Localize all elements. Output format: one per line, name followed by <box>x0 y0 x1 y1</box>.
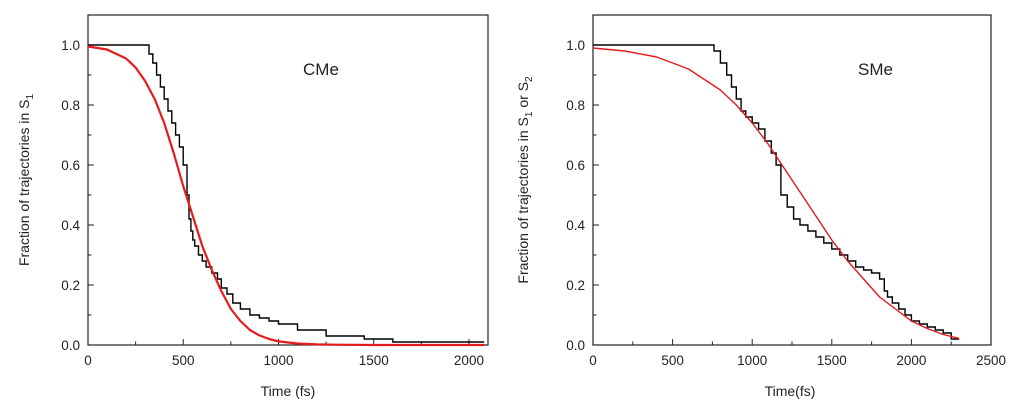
x-axis-label-cme: Time (fs) <box>261 383 316 399</box>
chart-cme: 0 500 1000 1500 2000 0.00.20.40.60.81.0 CMe … <box>16 14 489 399</box>
y-tick-label-cme: 0.4 <box>61 218 80 233</box>
panel-annotation-sme: SMe <box>858 60 893 79</box>
fit-curve-cme <box>87 45 485 347</box>
y-axis-label-sme-sub1: 1 <box>524 111 535 117</box>
y-axis-label-cme-main: Fraction of trajectories in S <box>16 100 32 267</box>
y-tick-label-cme: 0.8 <box>61 98 80 113</box>
x-tick-label-sme: 1500 <box>817 353 847 368</box>
y-tick-label-sme: 0.0 <box>566 338 585 353</box>
x-tick-label-sme: 500 <box>661 353 684 368</box>
x-tick-label-cme: 0 <box>84 353 92 368</box>
y-axis-label-cme: Fraction of trajectories in S1 <box>16 94 36 267</box>
y-axis-sme: 0.0 0.2 0.4 0.6 0.8 1.0 <box>566 38 599 353</box>
x-axis-cme: 0 500 1000 1500 2000 <box>84 339 484 368</box>
y-axis-label-sme-mid: or S <box>515 82 531 112</box>
y-tick-label-cme: 1.0 <box>61 38 80 53</box>
y-tick-label-sme: 0.8 <box>566 98 585 113</box>
y-axis-label-sme-sub2: 2 <box>524 76 535 82</box>
x-tick-label-cme: 2000 <box>454 353 484 368</box>
x-tick-label-sme: 2500 <box>976 353 1006 368</box>
y-tick-label-sme: 0.2 <box>566 278 585 293</box>
x-axis-sme: 0 500 1000 1500 2000 2500 <box>589 339 1006 368</box>
step-curve-sme <box>593 44 960 340</box>
x-tick-label-cme: 1500 <box>359 353 389 368</box>
y-axis-cme: 0.0 0.2 0.4 0.6 0.8 1.0 <box>61 38 94 353</box>
fit-curve-sme <box>592 47 960 340</box>
x-tick-label-sme: 1000 <box>737 353 767 368</box>
y-tick-label-cme: 0.2 <box>61 278 80 293</box>
y-tick-label-sme: 1.0 <box>566 38 585 53</box>
series-group-cme <box>87 44 485 347</box>
x-tick-label-sme: 0 <box>589 353 597 368</box>
y-tick-label-cme: 0.0 <box>61 338 80 353</box>
chart-sme: 0 500 1000 1500 2000 2500 0.00.20.40.60.81.0 … <box>515 14 1006 399</box>
series-group-sme <box>592 44 960 340</box>
x-tick-label-cme: 1000 <box>263 353 293 368</box>
y-axis-label-sme-main: Fraction of trajectories in S <box>515 117 531 284</box>
x-axis-label-sme: Time(fs) <box>765 383 816 399</box>
panel-annotation-cme: CMe <box>303 60 339 79</box>
y-tick-label-cme: 0.6 <box>61 158 80 173</box>
y-tick-label-sme: 0.6 <box>566 158 585 173</box>
y-axis-label-cme-sub: 1 <box>25 94 36 100</box>
x-tick-label-sme: 2000 <box>896 353 926 368</box>
x-tick-label-cme: 500 <box>172 353 195 368</box>
step-curve-cme <box>88 44 485 343</box>
y-axis-label-sme: Fraction of trajectories in S1 or S2 <box>515 76 535 284</box>
plot-frame-cme <box>87 14 489 346</box>
y-tick-label-sme: 0.4 <box>566 218 585 233</box>
